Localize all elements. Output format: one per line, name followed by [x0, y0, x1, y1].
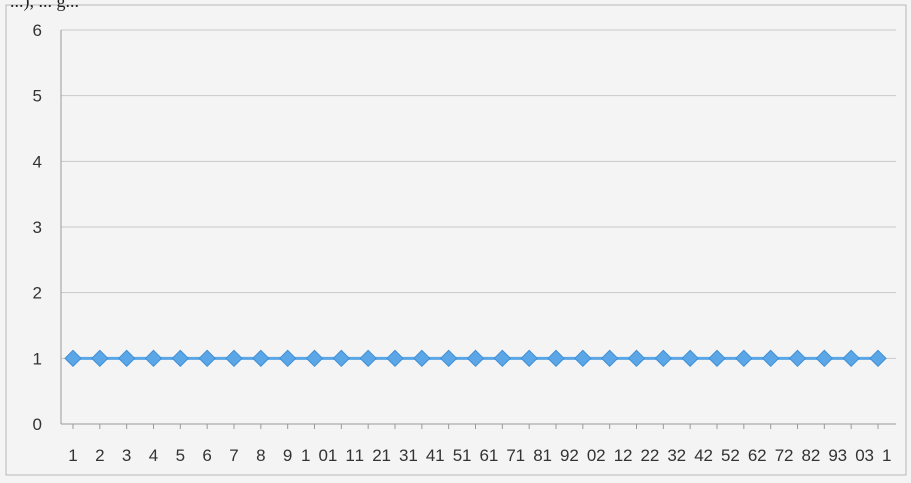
grid-lines — [61, 29, 896, 359]
x-tick-label: 2 — [95, 446, 104, 465]
data-point-marker — [815, 349, 834, 368]
x-tick-label: 16 — [462, 446, 489, 465]
x-tick-label: 4 — [149, 446, 158, 465]
y-tick-label: 4 — [33, 152, 42, 171]
x-tick-label: 5 — [176, 446, 185, 465]
x-tick-label: 6 — [202, 446, 211, 465]
x-tick-label: 24 — [677, 446, 704, 465]
data-point-marker — [225, 349, 243, 368]
data-point-marker — [91, 349, 109, 368]
cropped-top-text: ...), ... g... — [10, 0, 79, 11]
x-tick-labels: 1 2 3 4 5 6 7 8 9 10 11 12 13 14 15 16 17 18 19 20 21 22 23 24 2… — [68, 446, 891, 465]
x-tick-label: 26 — [730, 446, 757, 465]
x-tick-label: 13 — [382, 446, 409, 465]
x-tick-label: 17 — [489, 446, 516, 465]
x-tick-label: 28 — [784, 446, 811, 465]
x-tick-label: 8 — [256, 446, 265, 465]
x-tick-label: 11 — [328, 446, 355, 465]
data-point-marker — [144, 349, 163, 368]
data-point-marker — [198, 349, 216, 368]
data-point-marker — [869, 349, 887, 368]
x-tick-label: 7 — [229, 446, 238, 465]
data-point-marker — [466, 349, 485, 368]
data-point-marker — [64, 349, 82, 368]
data-point-marker — [413, 349, 431, 368]
data-point-marker — [788, 349, 807, 368]
series-layer — [64, 349, 887, 368]
x-tick-label: 10 — [301, 446, 328, 465]
y-tick-labels: 0 1 2 3 4 5 6 — [33, 21, 42, 434]
x-tick-label: 31 — [865, 446, 892, 465]
data-point-marker — [654, 349, 673, 368]
y-tick-label: 3 — [33, 218, 42, 237]
data-point-marker — [117, 349, 136, 368]
data-point-marker — [627, 349, 646, 368]
x-tick-label: 18 — [516, 446, 543, 465]
x-tick-label: 9 — [283, 446, 292, 465]
x-tick-label: 27 — [757, 446, 784, 465]
x-tick-label: 29 — [811, 446, 838, 465]
data-point-marker — [439, 349, 458, 368]
data-point-marker — [332, 349, 351, 368]
chart-border — [5, 4, 907, 476]
data-point-marker — [252, 349, 270, 368]
data-point-marker — [493, 349, 512, 368]
data-point-marker — [735, 349, 753, 368]
x-tick-label: 21 — [596, 446, 623, 465]
y-tick-label: 6 — [33, 21, 42, 40]
data-point-marker — [708, 349, 726, 368]
data-point-marker — [359, 349, 377, 368]
x-tick-label: 25 — [704, 446, 731, 465]
x-tick-label: 1 — [68, 446, 77, 465]
x-tick-label: 15 — [435, 446, 462, 465]
axes — [60, 30, 896, 429]
y-tick-label: 2 — [33, 284, 42, 303]
data-point-marker — [600, 349, 619, 368]
data-point-marker — [278, 349, 297, 368]
data-point-marker — [547, 349, 565, 368]
x-tick-label: 20 — [569, 446, 596, 465]
data-point-marker — [171, 349, 190, 368]
x-tick-label: 22 — [623, 446, 650, 465]
x-tick-label: 3 — [122, 446, 131, 465]
x-tick-label: 23 — [650, 446, 677, 465]
data-point-marker — [761, 349, 780, 368]
data-point-marker — [386, 349, 404, 368]
y-tick-label: 0 — [33, 415, 42, 434]
data-point-marker — [842, 349, 860, 368]
y-tick-label: 5 — [33, 87, 42, 106]
y-tick-label: 1 — [33, 349, 42, 368]
x-tick-label: 19 — [543, 446, 570, 465]
x-tick-label: 12 — [355, 446, 382, 465]
x-tick-label: 14 — [408, 446, 435, 465]
data-point-marker — [520, 349, 538, 368]
x-tick-label: 30 — [838, 446, 865, 465]
data-point-marker — [681, 349, 699, 368]
data-point-marker — [305, 349, 324, 368]
data-point-marker — [574, 349, 592, 368]
